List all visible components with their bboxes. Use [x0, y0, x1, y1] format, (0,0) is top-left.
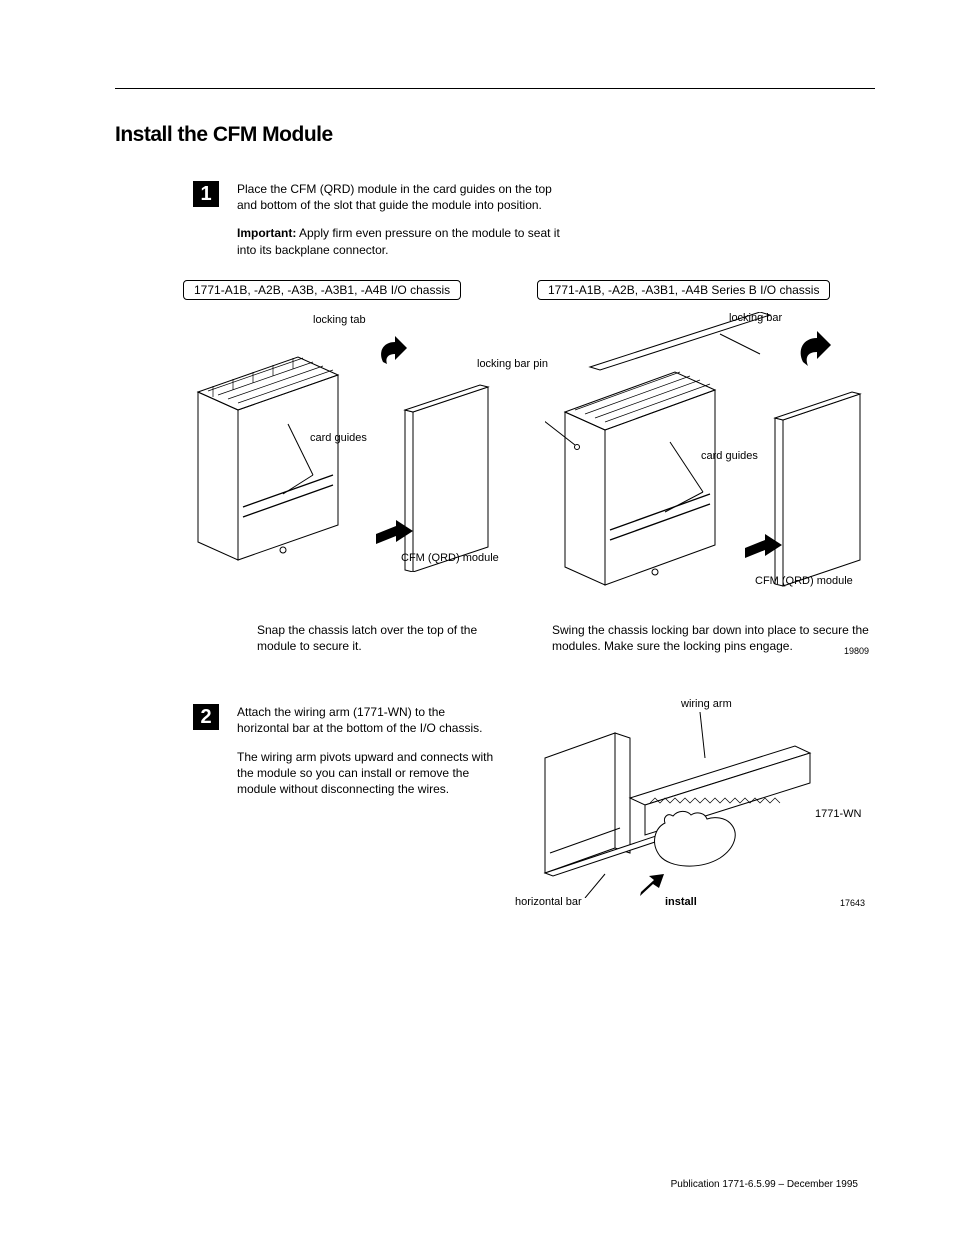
callout-locking-bar: locking bar [729, 312, 782, 324]
left-chassis-label: 1771-A1B, -A2B, -A3B, -A3B1, -A4B I/O ch… [183, 280, 461, 300]
callout-locking-tab: locking tab [313, 314, 366, 326]
callout-card-guides-right: card guides [701, 450, 758, 462]
callout-card-guides-left: card guides [310, 432, 367, 444]
step-2: 2 Attach the wiring arm (1771-WN) to the… [115, 704, 875, 898]
callout-install: install [665, 896, 697, 908]
diagram-row-1: 1771-A1B, -A2B, -A3B, -A3B1, -A4B I/O ch… [115, 280, 875, 602]
step-1: 1 Place the CFM (QRD) module in the card… [115, 181, 875, 270]
footer-publication: Publication 1771-6.5.99 – December 1995 [671, 1179, 858, 1190]
caption-right: Swing the chassis locking bar down into … [552, 622, 875, 654]
callout-locking-bar-pin: locking bar pin [477, 358, 548, 370]
step-2-number: 2 [193, 704, 219, 730]
callout-cfm-left: CFM (QRD) module [401, 552, 499, 564]
diagram-right: 1771-A1B, -A2B, -A3B1, -A4B Series B I/O… [545, 280, 875, 602]
step-1-text: Place the CFM (QRD) module in the card g… [237, 181, 567, 270]
step-1-p1: Place the CFM (QRD) module in the card g… [237, 181, 567, 213]
step-2-p1: Attach the wiring arm (1771-WN) to the h… [237, 704, 497, 736]
step-2-p2: The wiring arm pivots upward and connect… [237, 749, 497, 798]
callout-horizontal-bar: horizontal bar [515, 896, 582, 908]
ref-19809: 19809 [844, 646, 869, 656]
important-label: Important: [237, 226, 296, 240]
right-chassis-label: 1771-A1B, -A2B, -A3B1, -A4B Series B I/O… [537, 280, 830, 300]
diagram-step2: wiring arm horizontal bar install 1771-W… [535, 698, 855, 898]
callout-1771wn: 1771-WN [815, 808, 861, 820]
callout-wiring-arm: wiring arm [681, 698, 732, 710]
ref-17643: 17643 [840, 898, 865, 908]
top-rule [115, 88, 875, 89]
step-2-text: Attach the wiring arm (1771-WN) to the h… [237, 704, 497, 809]
step-1-important: Important: Apply firm even pressure on t… [237, 225, 567, 257]
caption-row: Snap the chassis latch over the top of t… [115, 622, 875, 654]
caption-left: Snap the chassis latch over the top of t… [257, 622, 504, 654]
diagram-left: 1771-A1B, -A2B, -A3B, -A3B1, -A4B I/O ch… [183, 280, 505, 602]
page-title: Install the CFM Module [115, 123, 875, 147]
step-1-number: 1 [193, 181, 219, 207]
wiring-arm-icon [535, 698, 835, 898]
callout-cfm-right: CFM (QRD) module [755, 575, 853, 587]
